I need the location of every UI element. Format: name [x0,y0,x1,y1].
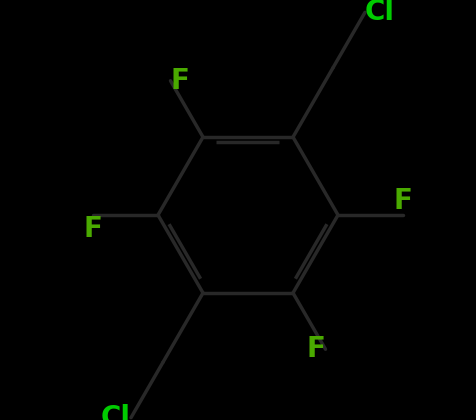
Text: F: F [306,335,325,363]
Text: F: F [170,67,189,95]
Text: F: F [393,187,412,215]
Text: F: F [83,215,102,243]
Text: Cl: Cl [364,0,394,26]
Text: Cl: Cl [101,404,131,420]
